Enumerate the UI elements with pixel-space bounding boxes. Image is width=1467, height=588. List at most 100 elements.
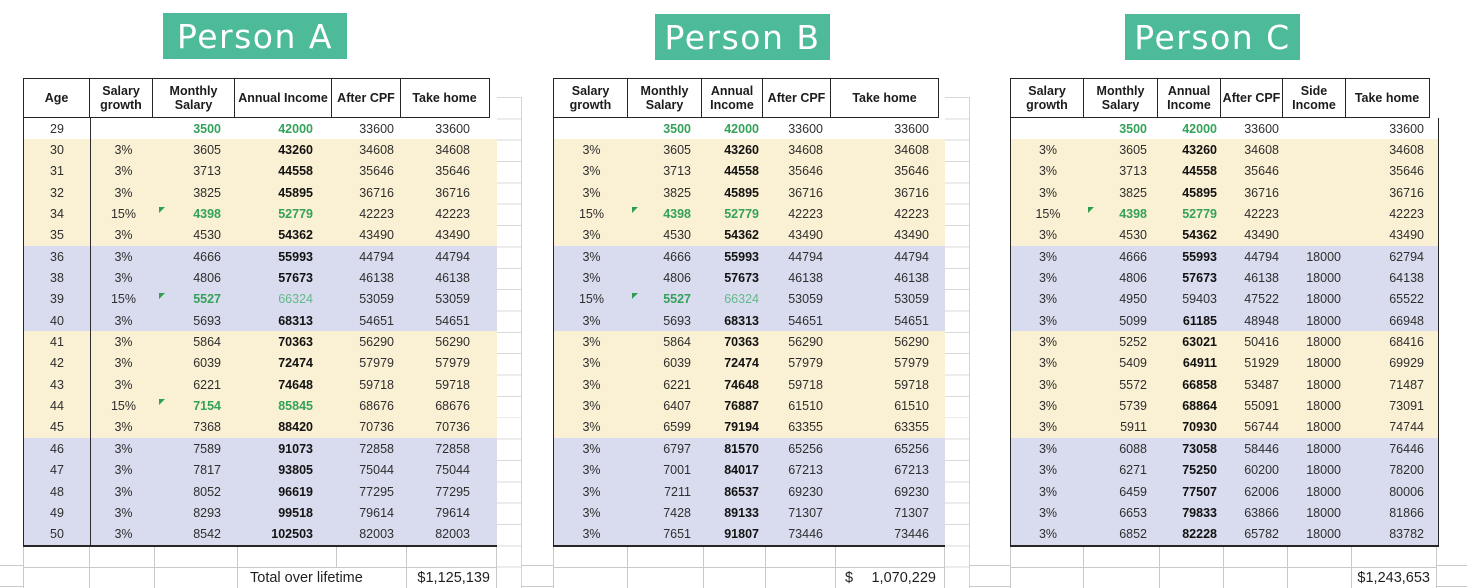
monthly-salary-cell[interactable]: 3825: [629, 182, 705, 203]
annual-income-cell[interactable]: 93805: [239, 460, 338, 481]
take-home-cell[interactable]: 46138: [408, 267, 498, 288]
salary-growth-cell[interactable]: 15%: [91, 289, 156, 310]
take-home-cell[interactable]: 43490: [1353, 225, 1438, 246]
after-cpf-cell[interactable]: 43490: [338, 225, 408, 246]
annual-income-cell[interactable]: 84017: [705, 460, 767, 481]
take-home-cell[interactable]: 34608: [1353, 139, 1438, 160]
take-home-cell[interactable]: 59718: [837, 374, 946, 395]
side-income-cell[interactable]: 18000: [1289, 331, 1353, 352]
salary-growth-cell[interactable]: 3%: [1011, 395, 1085, 416]
age-cell[interactable]: 34: [24, 203, 91, 225]
take-home-cell[interactable]: 56290: [408, 331, 498, 352]
take-home-cell[interactable]: 53059: [408, 289, 498, 310]
salary-growth-cell[interactable]: 3%: [91, 139, 156, 160]
annual-income-cell[interactable]: 68313: [239, 310, 338, 331]
empty-cell[interactable]: [1160, 546, 1224, 568]
annual-income-cell[interactable]: 44558: [239, 161, 338, 182]
monthly-salary-cell[interactable]: 6599: [629, 417, 705, 438]
annual-income-cell[interactable]: 45895: [705, 182, 767, 203]
after-cpf-cell[interactable]: 70736: [338, 417, 408, 438]
salary-growth-cell[interactable]: 3%: [554, 246, 629, 267]
empty-cell[interactable]: [1084, 546, 1160, 568]
side-income-cell[interactable]: [1289, 139, 1353, 160]
salary-growth-cell[interactable]: 3%: [91, 331, 156, 352]
side-income-cell[interactable]: 18000: [1289, 438, 1353, 459]
monthly-salary-cell[interactable]: 3825: [1085, 182, 1161, 203]
salary-growth-cell[interactable]: 3%: [91, 182, 156, 203]
after-cpf-cell[interactable]: 54651: [338, 310, 408, 331]
salary-growth-cell[interactable]: 3%: [91, 417, 156, 438]
after-cpf-cell[interactable]: 36716: [338, 182, 408, 203]
take-home-cell[interactable]: 67213: [837, 460, 946, 481]
salary-growth-cell[interactable]: 3%: [91, 374, 156, 395]
after-cpf-cell[interactable]: 57979: [338, 353, 408, 374]
take-home-cell[interactable]: 79614: [408, 502, 498, 523]
annual-income-cell[interactable]: 66324: [705, 289, 767, 310]
annual-income-cell[interactable]: 61185: [1161, 310, 1225, 331]
after-cpf-cell[interactable]: 79614: [338, 502, 408, 523]
salary-growth-cell[interactable]: 3%: [91, 161, 156, 182]
empty-cell[interactable]: [1224, 546, 1288, 568]
empty-cell[interactable]: [337, 546, 407, 568]
annual-income-cell[interactable]: 55993: [1161, 246, 1225, 267]
monthly-salary-cell[interactable]: 7651: [629, 524, 705, 545]
salary-growth-cell[interactable]: [1011, 118, 1085, 139]
empty-cell[interactable]: [1352, 546, 1437, 568]
salary-growth-cell[interactable]: 15%: [554, 289, 629, 310]
monthly-salary-cell[interactable]: 7211: [629, 481, 705, 502]
annual-income-cell[interactable]: 68864: [1161, 395, 1225, 416]
salary-growth-cell[interactable]: 15%: [91, 395, 156, 416]
salary-growth-cell[interactable]: 3%: [1011, 374, 1085, 395]
age-cell[interactable]: 47: [24, 459, 91, 481]
monthly-salary-cell[interactable]: 4806: [156, 267, 239, 288]
annual-income-cell[interactable]: 57673: [239, 267, 338, 288]
empty-cell[interactable]: [1010, 546, 1084, 568]
monthly-salary-cell[interactable]: 5409: [1085, 353, 1161, 374]
monthly-salary-cell[interactable]: 7001: [629, 460, 705, 481]
take-home-cell[interactable]: 69929: [1353, 353, 1438, 374]
monthly-salary-cell[interactable]: 6221: [156, 374, 239, 395]
age-cell[interactable]: 40: [24, 310, 91, 332]
take-home-cell[interactable]: 53059: [837, 289, 946, 310]
empty-cell[interactable]: [155, 546, 238, 568]
empty-cell[interactable]: [155, 567, 238, 588]
monthly-salary-cell[interactable]: 5864: [156, 331, 239, 352]
after-cpf-cell[interactable]: 43490: [767, 225, 837, 246]
salary-growth-cell[interactable]: 3%: [1011, 161, 1085, 182]
after-cpf-cell[interactable]: 34608: [1225, 139, 1289, 160]
after-cpf-cell[interactable]: 35646: [1225, 161, 1289, 182]
header-after-cpf[interactable]: After CPF: [761, 78, 832, 118]
salary-growth-cell[interactable]: 3%: [554, 139, 629, 160]
lifetime-total-value[interactable]: $1,070,229: [836, 567, 945, 588]
monthly-salary-cell[interactable]: 6039: [156, 353, 239, 374]
after-cpf-cell[interactable]: 59718: [338, 374, 408, 395]
annual-income-cell[interactable]: 89133: [705, 502, 767, 523]
take-home-cell[interactable]: 75044: [408, 460, 498, 481]
salary-growth-cell[interactable]: 3%: [91, 310, 156, 331]
monthly-salary-cell[interactable]: 6459: [1085, 481, 1161, 502]
side-income-cell[interactable]: 18000: [1289, 289, 1353, 310]
monthly-salary-cell[interactable]: 3605: [156, 139, 239, 160]
lifetime-total-value[interactable]: $1,243,653: [1352, 567, 1437, 588]
annual-income-cell[interactable]: 52779: [1161, 203, 1225, 224]
empty-cell[interactable]: [1160, 567, 1224, 588]
salary-growth-cell[interactable]: 3%: [91, 502, 156, 523]
annual-income-cell[interactable]: 55993: [705, 246, 767, 267]
annual-income-cell[interactable]: 91073: [239, 438, 338, 459]
after-cpf-cell[interactable]: 65256: [767, 438, 837, 459]
salary-growth-cell[interactable]: 3%: [91, 225, 156, 246]
annual-income-cell[interactable]: 85845: [239, 395, 338, 416]
salary-growth-cell[interactable]: 3%: [1011, 182, 1085, 203]
after-cpf-cell[interactable]: 62006: [1225, 481, 1289, 502]
annual-income-cell[interactable]: 42000: [1161, 118, 1225, 139]
annual-income-cell[interactable]: 43260: [1161, 139, 1225, 160]
monthly-salary-cell[interactable]: 5693: [629, 310, 705, 331]
monthly-salary-cell[interactable]: 3500: [1085, 118, 1161, 139]
monthly-salary-cell[interactable]: 5527: [629, 289, 705, 310]
monthly-salary-cell[interactable]: 4806: [1085, 267, 1161, 288]
annual-income-cell[interactable]: 45895: [239, 182, 338, 203]
monthly-salary-cell[interactable]: 4666: [156, 246, 239, 267]
take-home-cell[interactable]: 72858: [408, 438, 498, 459]
after-cpf-cell[interactable]: 35646: [767, 161, 837, 182]
after-cpf-cell[interactable]: 53059: [338, 289, 408, 310]
